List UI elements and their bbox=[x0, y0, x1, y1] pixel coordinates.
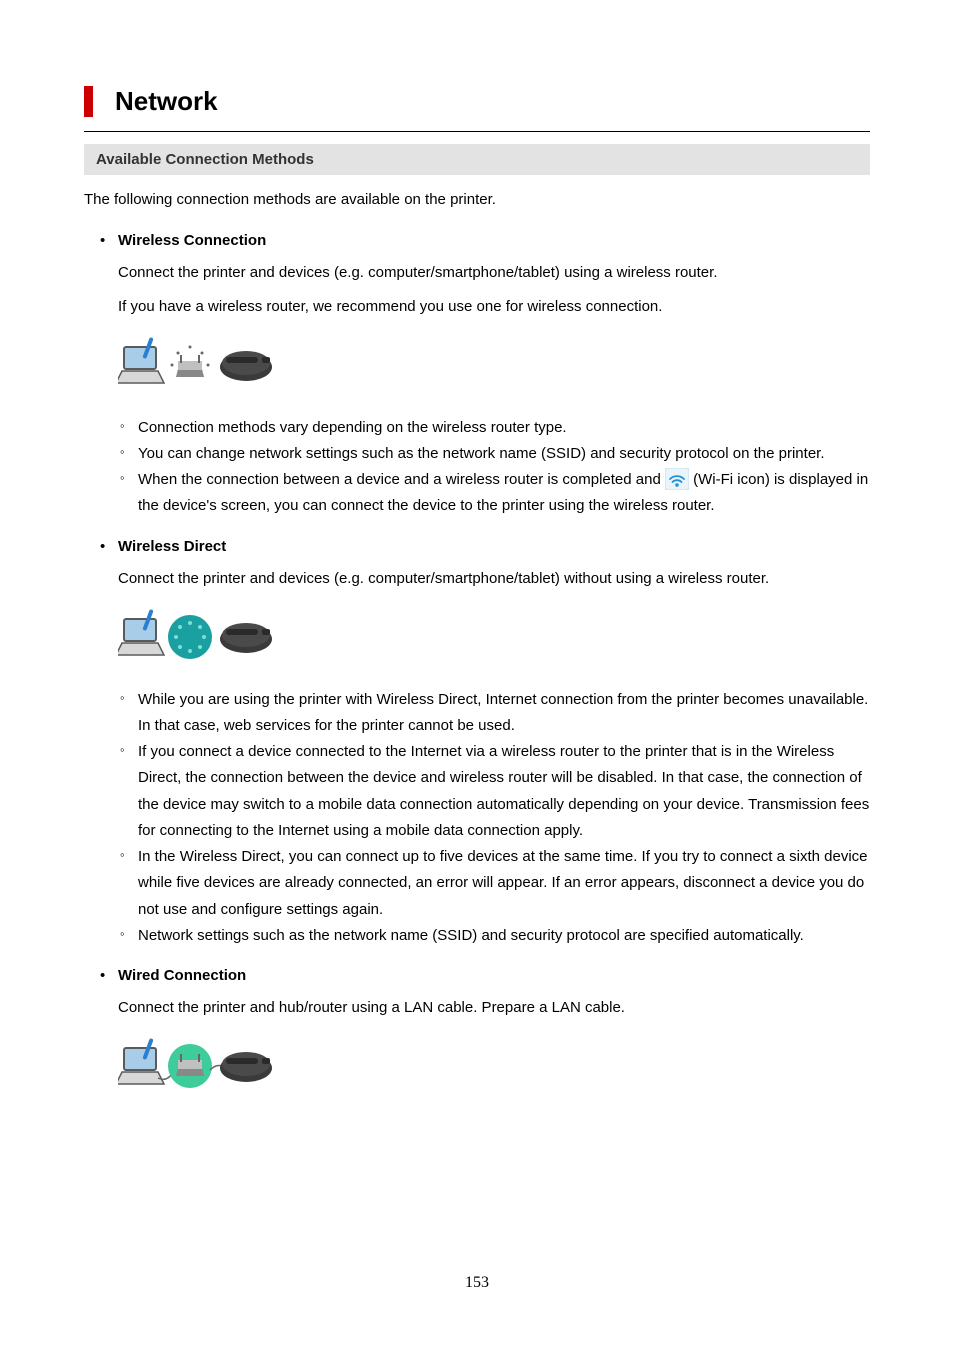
method-title: Wired Connection bbox=[118, 967, 870, 984]
sub-item: You can change network settings such as … bbox=[138, 441, 870, 467]
wireless-direct-diagram bbox=[118, 605, 870, 669]
sub-item: In the Wireless Direct, you can connect … bbox=[138, 844, 870, 923]
method-desc: Connect the printer and hub/router using… bbox=[118, 996, 870, 1020]
sub-item: If you connect a device connected to the… bbox=[138, 739, 870, 844]
method-desc: If you have a wireless router, we recomm… bbox=[118, 295, 870, 319]
method-desc: Connect the printer and devices (e.g. co… bbox=[118, 261, 870, 285]
router-icon bbox=[168, 343, 212, 387]
laptop-icon bbox=[118, 336, 164, 382]
printer-icon bbox=[220, 1052, 272, 1082]
laptop-icon bbox=[118, 608, 164, 654]
laptop-icon bbox=[118, 1038, 164, 1084]
method-title: Wireless Connection bbox=[118, 232, 870, 249]
method-title: Wireless Direct bbox=[118, 538, 870, 555]
wired-connection-diagram bbox=[118, 1034, 870, 1098]
title-rule bbox=[84, 131, 870, 132]
method-wired-connection: Wired Connection Connect the printer and… bbox=[118, 967, 870, 1098]
method-wireless-direct: Wireless Direct Connect the printer and … bbox=[118, 538, 870, 950]
page-title: Network bbox=[115, 86, 870, 117]
wireless-connection-diagram bbox=[118, 333, 870, 397]
method-desc: Connect the printer and devices (e.g. co… bbox=[118, 567, 870, 591]
sub-item: Network settings such as the network nam… bbox=[138, 923, 870, 949]
hub-icon bbox=[168, 1044, 212, 1088]
wifi-icon bbox=[665, 468, 689, 490]
direct-icon bbox=[168, 615, 212, 659]
title-bar: Network bbox=[84, 86, 870, 117]
section-subheader: Available Connection Methods bbox=[84, 144, 870, 175]
printer-icon bbox=[220, 623, 272, 653]
sub-item: Connection methods vary depending on the… bbox=[138, 415, 870, 441]
sub-item-text-a: When the connection between a device and… bbox=[138, 471, 665, 488]
method-wireless-connection: Wireless Connection Connect the printer … bbox=[118, 232, 870, 520]
intro-text: The following connection methods are ava… bbox=[84, 189, 870, 212]
sub-item-wifi: When the connection between a device and… bbox=[138, 467, 870, 520]
page-number: 153 bbox=[0, 1274, 954, 1292]
printer-icon bbox=[220, 351, 272, 381]
sub-item: While you are using the printer with Wir… bbox=[138, 687, 870, 740]
